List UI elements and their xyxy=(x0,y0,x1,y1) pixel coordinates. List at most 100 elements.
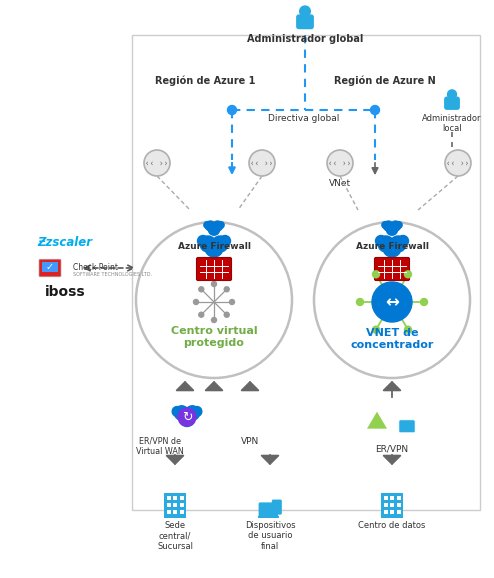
Text: ‹‹ ››: ‹‹ ›› xyxy=(145,158,168,168)
FancyBboxPatch shape xyxy=(42,262,58,272)
Circle shape xyxy=(445,150,471,176)
Circle shape xyxy=(198,235,208,246)
Circle shape xyxy=(199,287,204,292)
Circle shape xyxy=(372,326,379,333)
Circle shape xyxy=(204,221,210,228)
FancyBboxPatch shape xyxy=(445,97,459,109)
Circle shape xyxy=(386,224,398,235)
FancyBboxPatch shape xyxy=(167,509,171,513)
Circle shape xyxy=(383,239,401,257)
Text: Administrador
local: Administrador local xyxy=(422,114,482,134)
FancyBboxPatch shape xyxy=(397,495,401,499)
Circle shape xyxy=(136,222,292,378)
Text: Azure Firewall: Azure Firewall xyxy=(356,242,428,251)
Text: VPN: VPN xyxy=(241,437,259,446)
FancyBboxPatch shape xyxy=(297,15,313,28)
FancyBboxPatch shape xyxy=(390,495,394,499)
FancyBboxPatch shape xyxy=(397,509,401,513)
Circle shape xyxy=(230,299,235,305)
Text: ER/VPN de
Virtual WAN: ER/VPN de Virtual WAN xyxy=(136,437,184,457)
FancyBboxPatch shape xyxy=(39,259,61,277)
FancyBboxPatch shape xyxy=(132,35,480,510)
FancyBboxPatch shape xyxy=(384,509,388,513)
FancyBboxPatch shape xyxy=(167,495,171,499)
Text: Check Point: Check Point xyxy=(73,264,118,272)
Circle shape xyxy=(382,221,389,228)
Circle shape xyxy=(213,221,223,231)
FancyBboxPatch shape xyxy=(390,509,394,513)
Text: Directiva global: Directiva global xyxy=(268,114,339,123)
Text: ER/VPN: ER/VPN xyxy=(375,445,409,454)
Circle shape xyxy=(375,235,386,246)
Text: SOFTWARE TECHNOLOGIES LTD.: SOFTWARE TECHNOLOGIES LTD. xyxy=(73,272,152,276)
FancyBboxPatch shape xyxy=(180,509,183,513)
Circle shape xyxy=(206,221,215,231)
Circle shape xyxy=(224,312,229,317)
Circle shape xyxy=(357,298,364,306)
Circle shape xyxy=(448,90,456,99)
FancyBboxPatch shape xyxy=(173,495,177,499)
Circle shape xyxy=(174,406,189,420)
Circle shape xyxy=(217,221,224,228)
FancyBboxPatch shape xyxy=(272,499,282,514)
Circle shape xyxy=(395,221,402,228)
Circle shape xyxy=(212,236,228,252)
Circle shape xyxy=(314,222,470,378)
Text: Ƶzscaler: Ƶzscaler xyxy=(38,235,92,249)
FancyBboxPatch shape xyxy=(180,502,183,506)
Text: ✓: ✓ xyxy=(46,262,54,272)
Circle shape xyxy=(249,150,275,176)
Circle shape xyxy=(390,236,406,252)
Circle shape xyxy=(383,221,393,231)
FancyBboxPatch shape xyxy=(381,492,403,517)
Circle shape xyxy=(372,271,379,278)
Circle shape xyxy=(172,406,182,416)
FancyBboxPatch shape xyxy=(173,509,177,513)
Circle shape xyxy=(327,150,353,176)
FancyBboxPatch shape xyxy=(258,516,279,518)
Circle shape xyxy=(219,235,231,246)
Text: Región de Azure N: Región de Azure N xyxy=(334,75,436,86)
Circle shape xyxy=(205,239,223,257)
Circle shape xyxy=(405,326,412,333)
Circle shape xyxy=(194,299,199,305)
Circle shape xyxy=(144,150,170,176)
Circle shape xyxy=(185,406,200,420)
Circle shape xyxy=(391,221,401,231)
Circle shape xyxy=(372,282,412,322)
FancyBboxPatch shape xyxy=(165,492,186,517)
FancyBboxPatch shape xyxy=(173,502,177,506)
Circle shape xyxy=(179,410,195,427)
FancyBboxPatch shape xyxy=(180,495,183,499)
Text: VNET de
concentrador: VNET de concentrador xyxy=(350,328,434,350)
Circle shape xyxy=(208,224,220,235)
FancyBboxPatch shape xyxy=(399,420,415,433)
FancyBboxPatch shape xyxy=(258,502,278,517)
Circle shape xyxy=(199,312,204,317)
Circle shape xyxy=(405,271,412,278)
Text: Centro virtual
protegido: Centro virtual protegido xyxy=(171,326,257,347)
Circle shape xyxy=(224,287,229,292)
Circle shape xyxy=(378,236,394,252)
Text: Dispositivos
de usuario
final: Dispositivos de usuario final xyxy=(245,521,295,551)
Text: ↔: ↔ xyxy=(385,293,399,311)
Text: Centro de datos: Centro de datos xyxy=(358,521,426,530)
Circle shape xyxy=(228,106,237,114)
Circle shape xyxy=(420,298,427,306)
Text: ‹‹ ››: ‹‹ ›› xyxy=(329,158,352,168)
Circle shape xyxy=(398,235,409,246)
Circle shape xyxy=(300,6,310,17)
FancyBboxPatch shape xyxy=(390,502,394,506)
Text: iboss: iboss xyxy=(44,285,85,299)
Text: VNet: VNet xyxy=(329,179,351,188)
FancyBboxPatch shape xyxy=(167,502,171,506)
Text: ↻: ↻ xyxy=(182,410,192,424)
Circle shape xyxy=(211,281,216,287)
Text: Región de Azure 1: Región de Azure 1 xyxy=(155,75,255,86)
Circle shape xyxy=(200,236,216,252)
Circle shape xyxy=(192,406,202,416)
FancyBboxPatch shape xyxy=(384,502,388,506)
Circle shape xyxy=(178,408,196,426)
Text: ‹‹ ››: ‹‹ ›› xyxy=(447,158,470,168)
Polygon shape xyxy=(366,410,388,429)
